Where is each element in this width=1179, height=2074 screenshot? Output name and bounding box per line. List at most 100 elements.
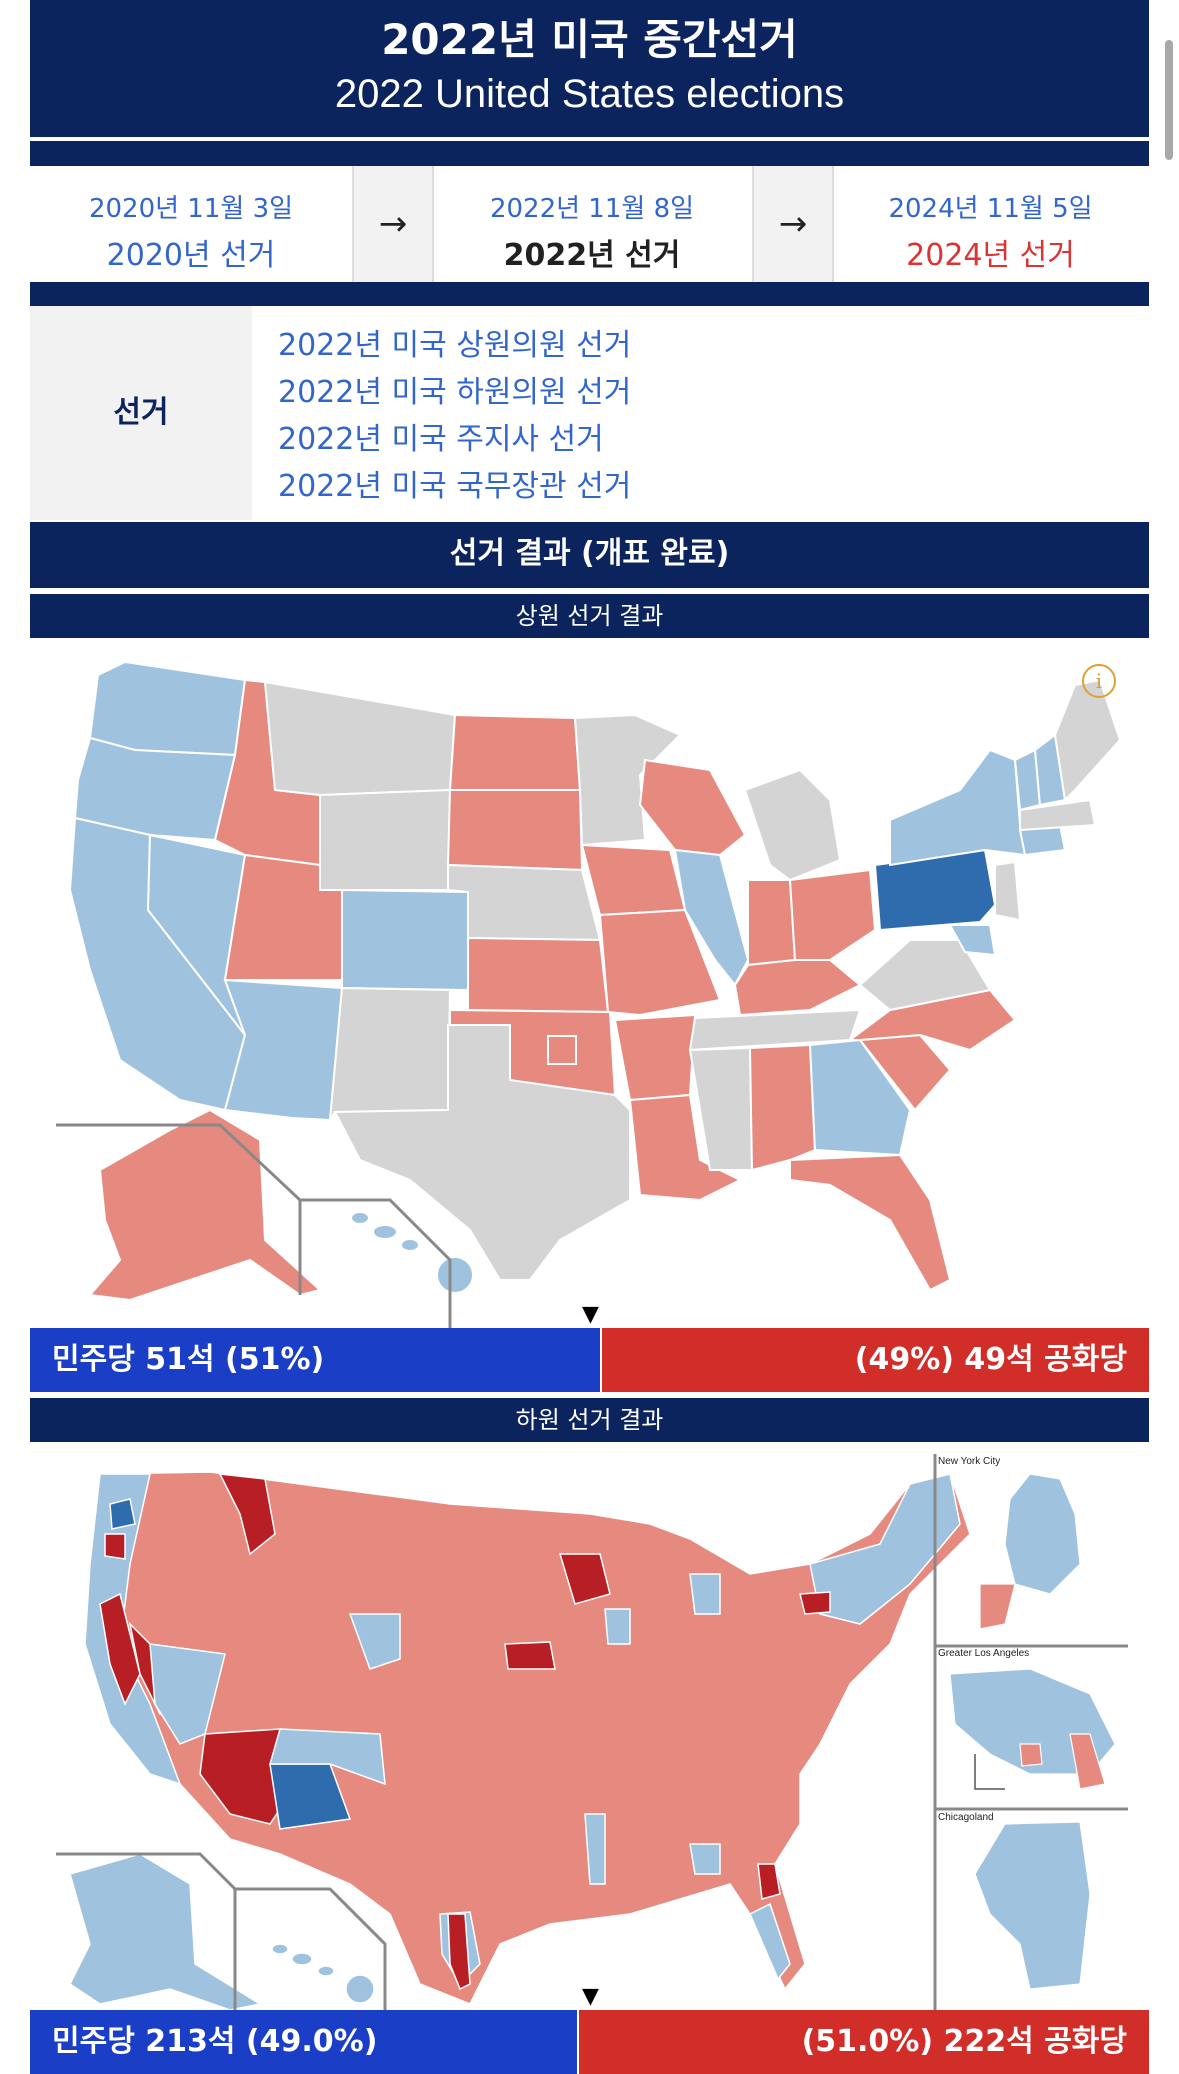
state-nebraska <box>447 863 602 942</box>
house-montana-dark <box>218 1473 276 1556</box>
election-link-house[interactable]: 2022년 미국 하원의원 선거 <box>278 375 632 410</box>
timeline-prev-link[interactable]: 2020년 선거 <box>106 238 276 273</box>
state-massachusetts <box>1019 798 1097 832</box>
state-ohio <box>788 868 877 961</box>
inset-la-r <box>1069 1733 1106 1790</box>
senate-seat-bar: 민주당 51석 (51%) (49%) 49석 공화당 <box>30 1328 1149 1392</box>
state-missouri <box>598 908 722 1017</box>
state-michigan <box>743 768 842 882</box>
state-new-mexico <box>329 986 452 1121</box>
divider <box>30 282 1149 306</box>
state-texas <box>333 1024 631 1281</box>
election-timeline: 2020년 11월 3일 2020년 선거 → 2022년 11월 8일 202… <box>30 166 1149 282</box>
infobox: 2022년 미국 중간선거 2022 United States electio… <box>30 0 1149 2074</box>
alaska-inset-border <box>56 1852 237 2010</box>
state-new-jersey <box>994 860 1022 922</box>
inset-nyc-label: New York City <box>938 1456 1001 1467</box>
timeline-current-date[interactable]: 2022년 11월 8일 <box>489 194 695 224</box>
house-map-svg <box>56 1454 1128 2010</box>
info-icon[interactable]: i <box>1082 664 1116 698</box>
midpoint-marker-icon: ▼ <box>582 1302 599 1327</box>
house-map[interactable]: New York City Greater Los Angeles Chicag… <box>30 1444 1149 2010</box>
timeline-next-date[interactable]: 2024년 11월 5일 <box>888 194 1093 224</box>
state-colorado <box>341 888 469 992</box>
state-indiana <box>747 879 797 967</box>
state-kentucky <box>733 959 862 1017</box>
house-or-dark-r <box>104 1533 126 1560</box>
senate-dem-bar: 민주당 51석 (51%) <box>30 1328 600 1392</box>
state-virginia <box>858 939 992 1012</box>
inset-la-r2 <box>1019 1743 1043 1767</box>
divider <box>30 138 1149 141</box>
inset-la-label: Greater Los Angeles <box>938 1648 1030 1659</box>
house-colorado-d <box>348 1613 401 1670</box>
scrollbar[interactable] <box>1165 40 1173 160</box>
house-detroit-d <box>689 1573 721 1615</box>
state-hawaii <box>350 1211 474 1294</box>
alaska-inset-border <box>56 1123 302 1295</box>
state-new-york <box>889 748 1027 867</box>
senate-map[interactable]: i <box>30 640 1149 1328</box>
senate-rep-bar: (49%) 49석 공화당 <box>602 1328 1149 1392</box>
house-new-mexico <box>269 1728 386 1786</box>
hawaii-inset-border <box>300 1198 452 1328</box>
timeline-prev[interactable]: 2020년 11월 3일 2020년 선거 <box>30 166 352 282</box>
senate-dem-label: 민주당 51석 (51%) <box>52 1342 325 1377</box>
state-montana <box>263 680 457 797</box>
house-rep-label: (51.0%) 222석 공화당 <box>801 2024 1127 2059</box>
senate-map-svg <box>56 660 1122 1328</box>
midpoint-marker-icon: ▼ <box>582 1984 599 2009</box>
inset-chicago-map <box>974 1821 1091 1990</box>
inset-nyc-map <box>1004 1473 1081 1595</box>
state-alaska <box>88 1108 323 1302</box>
state-florida <box>789 1153 952 1292</box>
house-hawaii <box>271 1943 375 2004</box>
house-florida-dark-r <box>757 1863 781 1900</box>
state-washington <box>88 660 247 757</box>
timeline-prev-date[interactable]: 2020년 11월 3일 <box>88 194 294 224</box>
election-link-senate[interactable]: 2022년 미국 상원의원 선거 <box>278 328 632 363</box>
state-maine <box>1053 678 1122 803</box>
election-link-secretary-of-state[interactable]: 2022년 미국 국무장관 선거 <box>278 469 632 504</box>
house-atlanta-d <box>689 1843 721 1875</box>
inset-nyc-staten-island <box>979 1583 1016 1630</box>
state-iowa <box>580 843 687 917</box>
house-nevada <box>149 1643 226 1745</box>
house-nebraska-dark <box>504 1641 556 1670</box>
house-alaska <box>69 1853 263 2010</box>
house-wa-dark <box>109 1498 136 1530</box>
house-mississippi-d <box>584 1813 606 1885</box>
house-ca-dark-r <box>99 1592 141 1706</box>
elections-row: 선거 2022년 미국 상원의원 선거 2022년 미국 하원의원 선거 202… <box>30 306 1149 520</box>
election-link-governor[interactable]: 2022년 미국 주지사 선거 <box>278 422 604 457</box>
arrow-right-icon: → <box>352 166 434 282</box>
state-maryland <box>948 924 997 957</box>
house-northeast-d <box>809 1473 961 1625</box>
house-rep-bar: (51.0%) 222석 공화당 <box>579 2010 1149 2074</box>
oklahoma-special-marker <box>547 1035 577 1065</box>
state-arizona <box>223 978 344 1122</box>
house-seat-bar: 민주당 213석 (49.0%) (51.0%) 222석 공화당 <box>30 2010 1149 2074</box>
elections-list: 2022년 미국 상원의원 선거 2022년 미국 하원의원 선거 2022년 … <box>252 306 1149 520</box>
results-heading: 선거 결과 (개표 완료) <box>30 522 1149 588</box>
state-wisconsin <box>638 758 747 857</box>
house-ny-dark-r <box>799 1591 831 1615</box>
house-dem-bar: 민주당 213석 (49.0%) <box>30 2010 577 2074</box>
state-alabama <box>748 1043 817 1172</box>
hawaii-inset-border <box>235 1887 387 2010</box>
infobox-header: 2022년 미국 중간선거 2022 United States electio… <box>30 0 1149 137</box>
house-florida-d <box>749 1902 791 1981</box>
inset-chicago-label: Chicagoland <box>938 1812 994 1823</box>
page-title: 2022년 미국 중간선거 <box>381 15 798 64</box>
state-louisiana <box>628 1093 743 1202</box>
state-north-dakota <box>448 713 582 791</box>
state-kansas <box>467 936 610 1014</box>
timeline-next[interactable]: 2024년 11월 5일 2024년 선거 <box>832 166 1149 282</box>
state-wyoming <box>319 788 452 891</box>
timeline-current-label: 2022년 선거 <box>503 238 681 273</box>
house-results-heading: 하원 선거 결과 <box>30 1398 1149 1442</box>
senate-results-heading: 상원 선거 결과 <box>30 594 1149 638</box>
timeline-next-link[interactable]: 2024년 선거 <box>906 238 1075 273</box>
house-wisconsin-dark <box>558 1553 611 1605</box>
house-texas-dark-r <box>447 1913 471 1991</box>
